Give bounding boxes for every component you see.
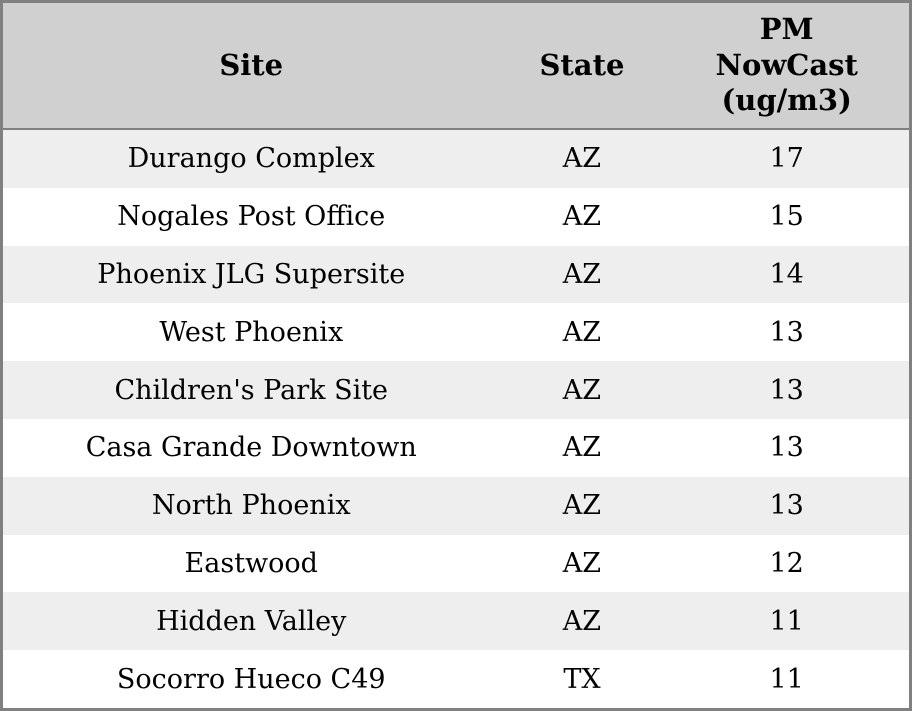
pm-cell: 15 xyxy=(769,201,804,233)
state-cell: AZ xyxy=(562,432,602,464)
table-row: Casa Grande Downtown AZ 13 xyxy=(3,419,909,477)
table-row: Eastwood AZ 12 xyxy=(3,534,909,593)
state-cell: AZ xyxy=(562,547,602,579)
state-cell: AZ xyxy=(562,316,602,348)
pm-cell: 12 xyxy=(769,547,804,579)
state-cell: AZ xyxy=(562,605,602,637)
table-row: Phoenix JLG Supersite AZ 14 xyxy=(3,245,909,304)
pm-cell: 11 xyxy=(769,605,804,637)
table-row: West Phoenix AZ 13 xyxy=(3,303,909,362)
table-row: Nogales Post Office AZ 15 xyxy=(3,187,909,246)
site-cell: North Phoenix xyxy=(151,490,351,522)
site-cell: Socorro Hueco C49 xyxy=(116,663,386,695)
pm-cell: 14 xyxy=(769,259,804,290)
site-cell: Children's Park Site xyxy=(114,374,389,406)
pm-cell: 11 xyxy=(769,663,804,695)
header-row: Site State PM NowCast (ug/m3) xyxy=(3,3,909,130)
pm-cell: 13 xyxy=(769,374,804,406)
column-header-site: Site xyxy=(3,3,500,130)
state-cell: TX xyxy=(563,663,601,695)
site-cell: Phoenix JLG Supersite xyxy=(97,259,406,290)
table-row: North Phoenix AZ 13 xyxy=(3,476,909,535)
state-cell: AZ xyxy=(562,490,602,522)
table-row: Durango Complex AZ 17 xyxy=(3,129,909,188)
air-quality-sites-table: Site State PM NowCast (ug/m3) Durango Co… xyxy=(3,3,909,708)
column-header-pm-nowcast: PM NowCast (ug/m3) xyxy=(664,3,909,130)
pm-cell: 13 xyxy=(769,316,804,348)
column-header-state: State xyxy=(499,3,665,130)
column-header-site-label: Site xyxy=(219,47,284,82)
pm-cell: 13 xyxy=(769,432,804,464)
pm-cell: 13 xyxy=(769,490,804,522)
state-cell: AZ xyxy=(562,374,602,406)
table-row: Socorro Hueco C49 TX 11 xyxy=(3,650,909,708)
table-row: Children's Park Site AZ 13 xyxy=(3,361,909,419)
site-cell: Nogales Post Office xyxy=(117,201,386,233)
site-cell: West Phoenix xyxy=(159,316,344,348)
site-cell: Hidden Valley xyxy=(156,605,347,637)
site-cell: Eastwood xyxy=(184,547,318,579)
site-cell: Casa Grande Downtown xyxy=(85,432,417,464)
column-header-state-label: State xyxy=(539,47,625,82)
pm-cell: 17 xyxy=(769,143,804,175)
state-cell: AZ xyxy=(562,201,602,233)
column-header-pm-nowcast-label: PM NowCast (ug/m3) xyxy=(715,12,858,118)
state-cell: AZ xyxy=(562,143,602,175)
site-cell: Durango Complex xyxy=(127,143,375,175)
table-row: Hidden Valley AZ 11 xyxy=(3,592,909,651)
state-cell: AZ xyxy=(562,259,602,290)
